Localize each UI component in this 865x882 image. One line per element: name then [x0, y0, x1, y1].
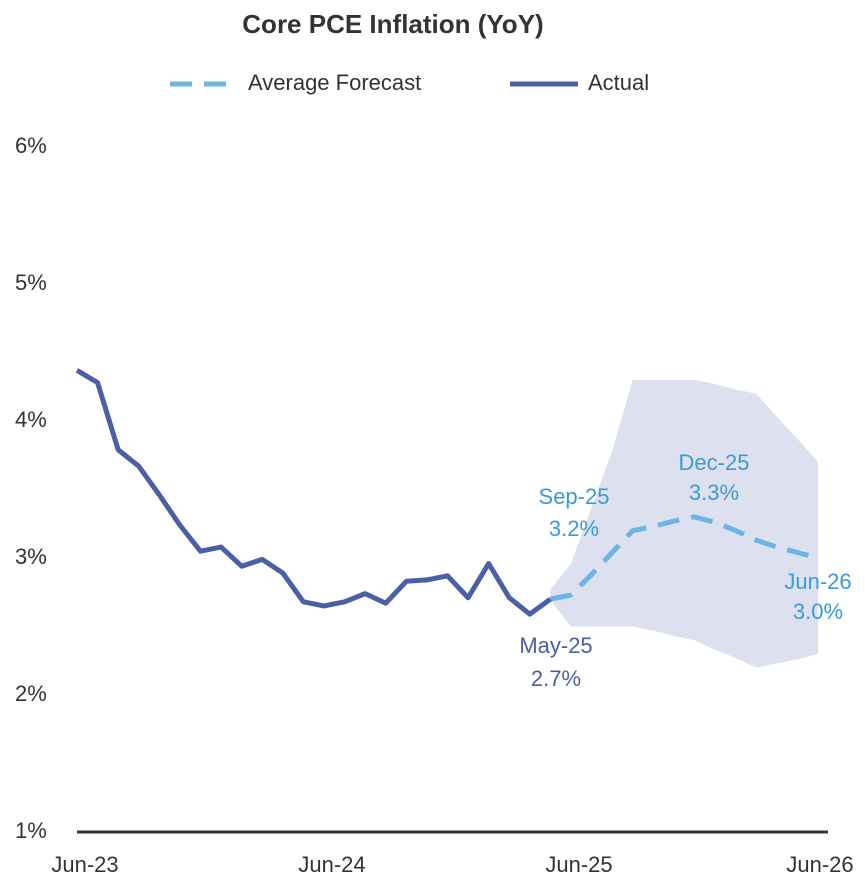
annotation-value: 3.0%: [793, 599, 843, 624]
x-tick-label: Jun-24: [298, 852, 365, 877]
legend-label: Actual: [588, 70, 649, 95]
series-line: [549, 514, 819, 602]
annotation-date: Sep-25: [539, 484, 610, 509]
chart-title: Core PCE Inflation (YoY): [242, 9, 543, 39]
y-tick-label: 5%: [15, 270, 47, 295]
annotation-value: 3.2%: [549, 516, 599, 541]
y-tick-label: 6%: [15, 133, 47, 158]
annotation-value: 2.7%: [531, 666, 581, 691]
x-tick-label: Jun-23: [51, 852, 118, 877]
y-tick-label: 3%: [15, 544, 47, 569]
y-tick-label: 4%: [15, 407, 47, 432]
annotation-date: May-25: [519, 633, 592, 658]
x-tick-label: Jun-26: [786, 852, 853, 877]
x-tick-label: Jun-25: [545, 852, 612, 877]
y-tick-label: 2%: [15, 681, 47, 706]
legend-label: Average Forecast: [248, 70, 421, 95]
annotation-date: Dec-25: [679, 450, 750, 475]
forecast-range: [550, 379, 818, 668]
series-line: [75, 368, 552, 617]
annotation-date: Jun-26: [784, 569, 851, 594]
y-tick-label: 1%: [15, 818, 47, 843]
annotation-value: 3.3%: [689, 480, 739, 505]
